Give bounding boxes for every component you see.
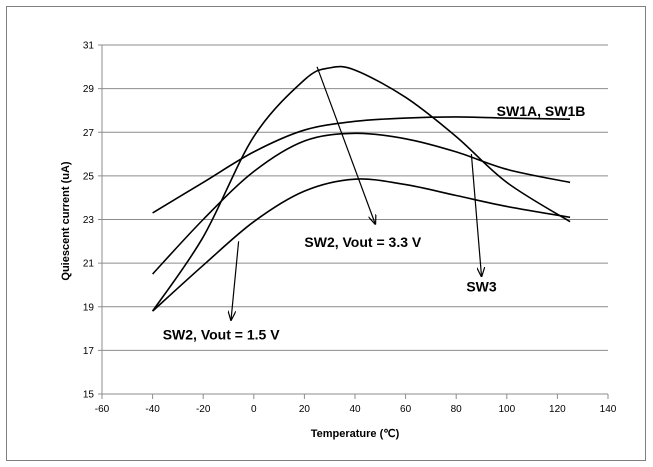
x-tick-label: -60 (95, 404, 110, 415)
annotation-arrow (231, 241, 240, 320)
x-tick-label: 60 (400, 404, 412, 415)
series-annotation-label: SW1A, SW1B (497, 103, 586, 119)
y-tick-label: 27 (83, 128, 95, 139)
x-axis-label: Temperature (℃) (311, 428, 400, 440)
x-tick-label: 0 (251, 404, 257, 415)
chart-frame (6, 6, 646, 461)
y-tick-label: 19 (83, 302, 95, 313)
series-annotation-label: SW2, Vout = 3.3 V (304, 234, 421, 250)
y-tick-label: 15 (83, 390, 95, 401)
tick-labels: 15 17 19 21 23 25 27 29 31 -60 -40 -20 0 20 40 60 80 100 1… (83, 41, 617, 416)
y-tick-label: 31 (83, 41, 95, 52)
series-annotation-label: SW2, Vout = 1.5 V (163, 326, 280, 342)
annotation-arrow (470, 154, 481, 276)
x-tick-label: 20 (299, 404, 311, 415)
series-line-4 (152, 178, 571, 312)
y-tick-label: 21 (83, 259, 95, 270)
series-line-2 (152, 132, 571, 275)
annotation-arrow (316, 66, 375, 224)
series-line-1 (152, 116, 571, 214)
annotations: SW1A, SW1B SW2, Vout = 3.3 V SW3 SW2, Vout … (163, 66, 586, 342)
x-tick-label: 120 (549, 404, 566, 415)
x-tick-label: 80 (451, 404, 463, 415)
grid (98, 44, 609, 399)
series-line-3 (151, 65, 571, 312)
x-tick-label: -20 (196, 404, 211, 415)
y-tick-label: 23 (83, 215, 95, 226)
x-tick-label: 40 (349, 404, 361, 415)
series-lines (151, 65, 571, 312)
x-tick-label: 100 (498, 404, 515, 415)
x-tick-label: 140 (600, 404, 617, 415)
y-axis-label: Quiescent current (uA) (60, 161, 72, 281)
x-tick-label: -40 (145, 404, 160, 415)
y-tick-label: 25 (83, 171, 95, 182)
y-tick-label: 17 (83, 346, 95, 357)
y-tick-label: 29 (83, 84, 95, 95)
series-annotation-label: SW3 (466, 278, 497, 294)
